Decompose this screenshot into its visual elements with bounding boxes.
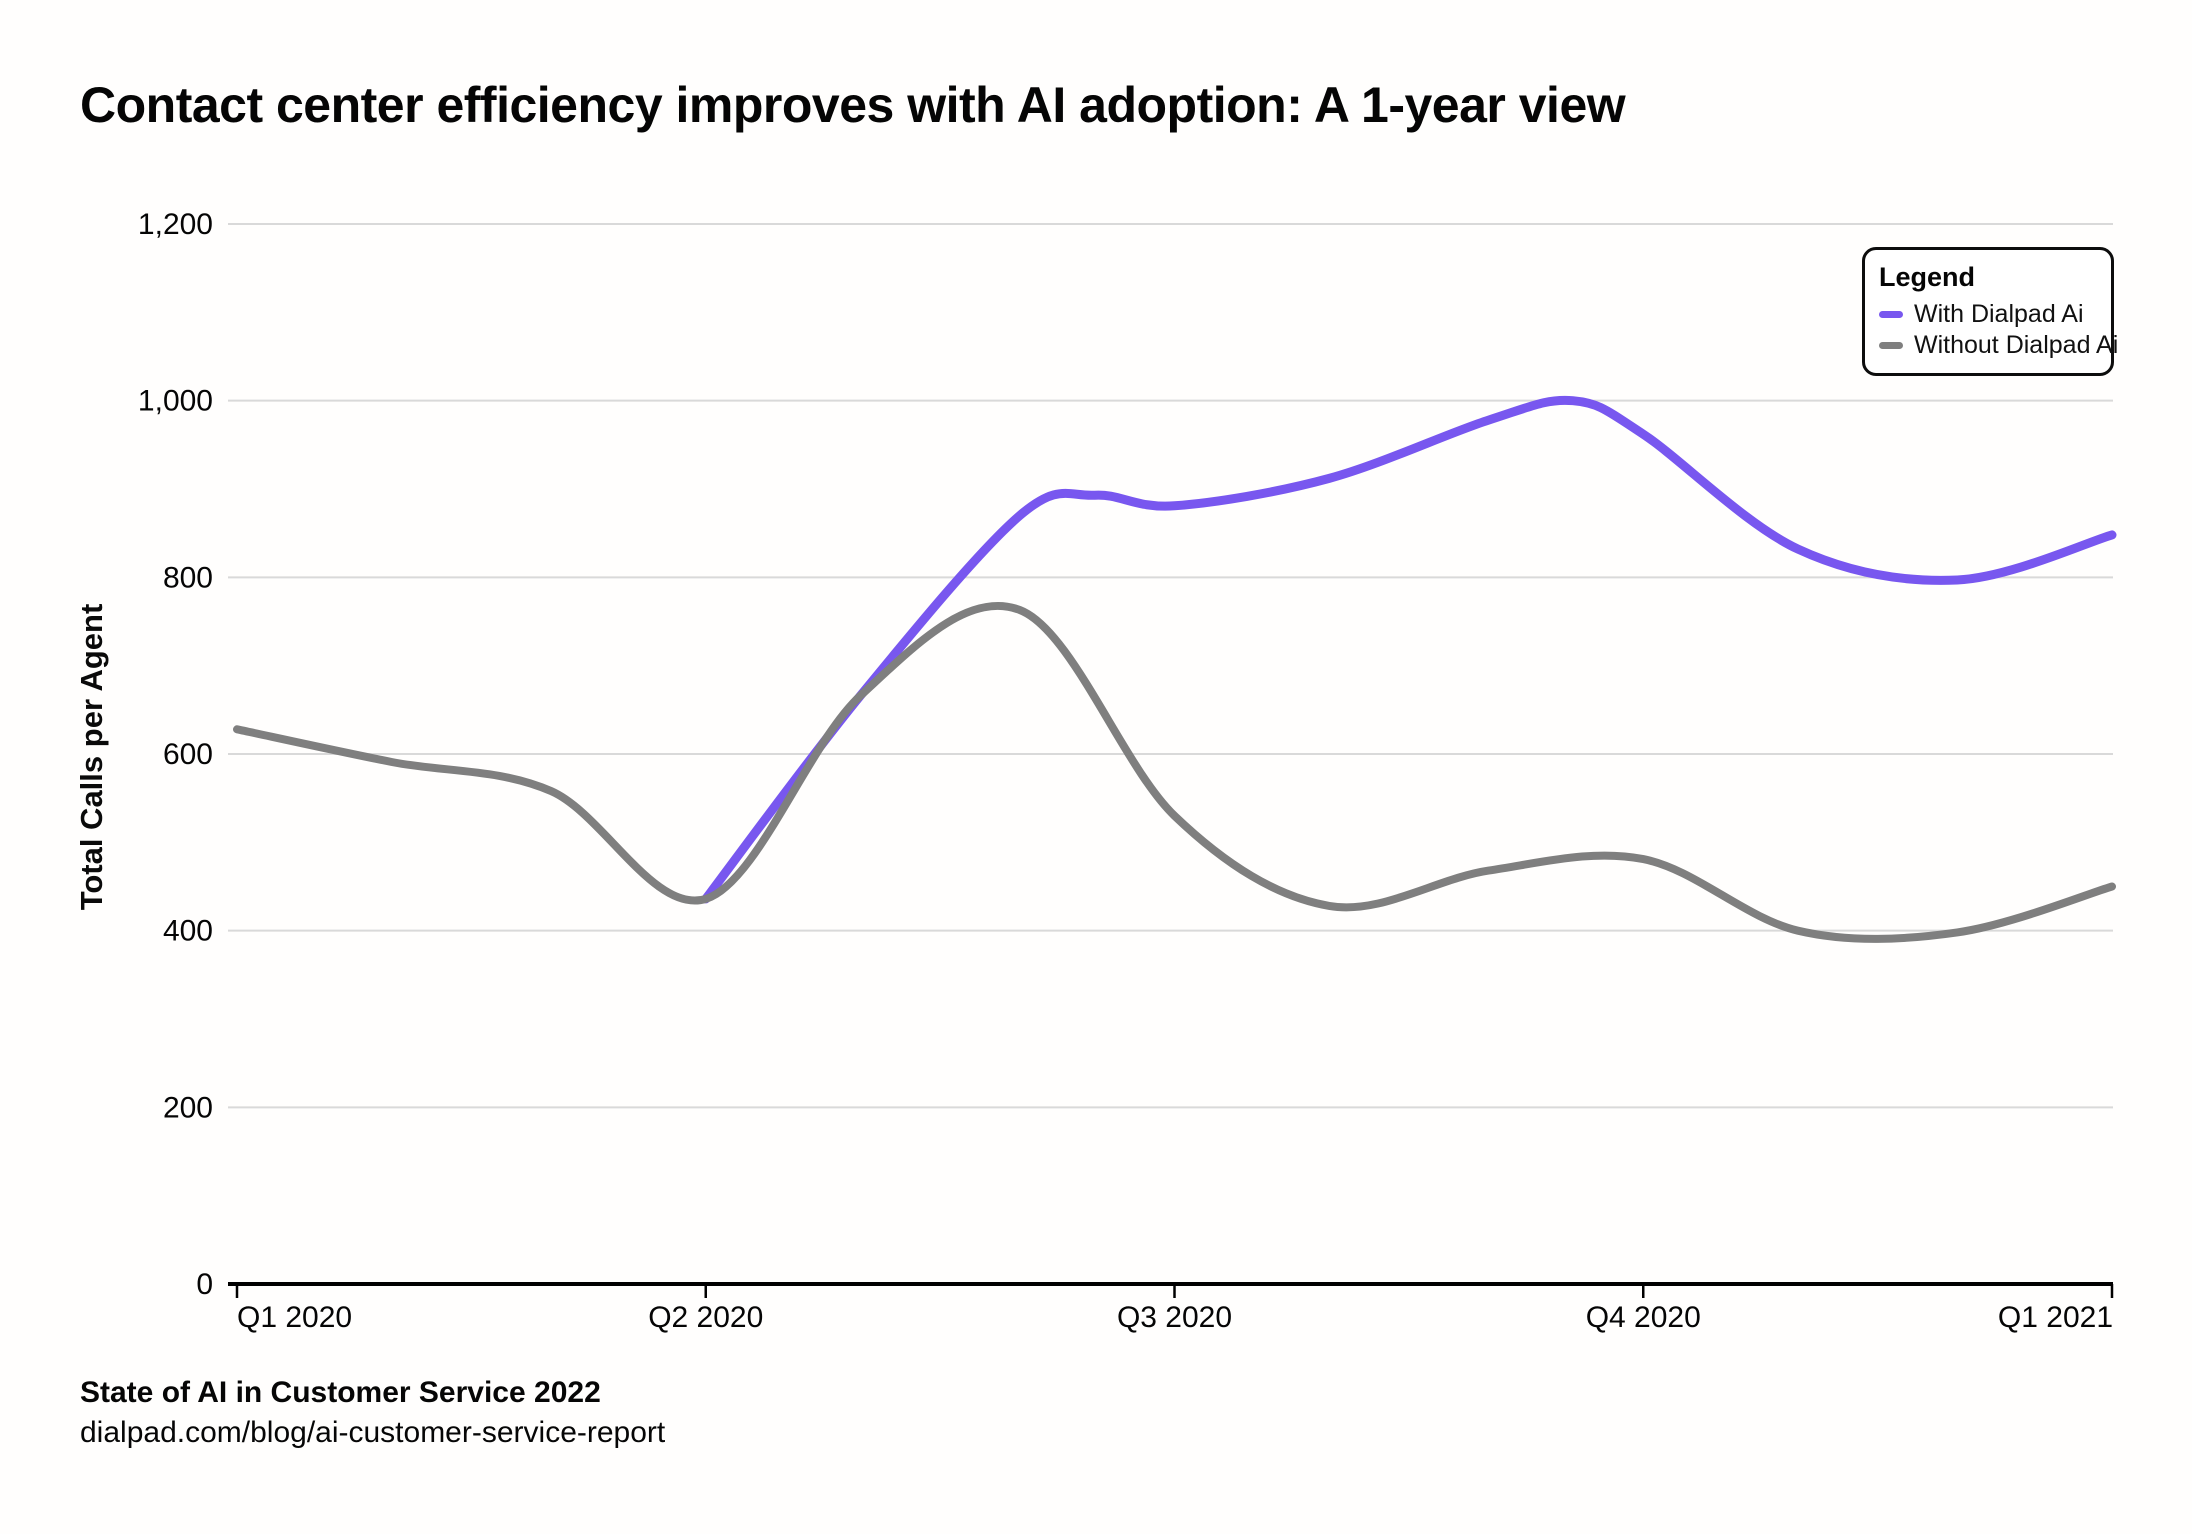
x-tick-label: Q3 2020 bbox=[1117, 1301, 1232, 1334]
legend-item-label: With Dialpad Ai bbox=[1914, 300, 2084, 328]
y-tick-label: 800 bbox=[163, 561, 213, 594]
legend-item: With Dialpad Ai bbox=[1879, 299, 2097, 330]
y-tick-label: 1,000 bbox=[138, 385, 213, 418]
legend-swatch bbox=[1879, 342, 1903, 349]
chart-title: Contact center efficiency improves with … bbox=[80, 77, 1626, 133]
source-note: State of AI in Customer Service 2022 dia… bbox=[80, 1373, 665, 1453]
source-url: dialpad.com/blog/ai-customer-service-rep… bbox=[80, 1415, 666, 1449]
x-tick-label: Q1 2020 bbox=[237, 1301, 352, 1334]
y-tick-label: 400 bbox=[163, 915, 213, 948]
y-tick-label: 200 bbox=[163, 1091, 213, 1124]
legend: Legend With Dialpad Ai Without Dialpad Ai bbox=[1862, 247, 2118, 376]
x-tick-labels: Q1 2020 Q2 2020 Q3 2020 Q4 2020 Q1 2021 bbox=[237, 1301, 2113, 1334]
series-line-with-dialpad-ai bbox=[701, 395, 2117, 904]
series-lines bbox=[233, 395, 2117, 943]
gridlines bbox=[228, 223, 2113, 1109]
legend-item-label: Without Dialpad Ai bbox=[1914, 331, 2119, 359]
x-axis bbox=[228, 1282, 2114, 1298]
y-tick-label: 600 bbox=[163, 738, 213, 771]
x-tick-label: Q4 2020 bbox=[1586, 1301, 1701, 1334]
y-tick-label: 1,200 bbox=[138, 208, 213, 241]
y-tick-labels: 0 200 400 600 800 1,000 1,200 bbox=[138, 208, 213, 1301]
legend-title: Legend bbox=[1879, 262, 1976, 292]
series-line-without-dialpad-ai bbox=[233, 601, 2116, 943]
x-tick-label: Q2 2020 bbox=[648, 1301, 763, 1334]
legend-item: Without Dialpad Ai bbox=[1879, 330, 2118, 361]
y-tick-label: 0 bbox=[196, 1268, 213, 1301]
x-tick-label: Q1 2021 bbox=[1998, 1301, 2113, 1334]
legend-swatch bbox=[1879, 311, 1903, 318]
source-title: State of AI in Customer Service 2022 bbox=[80, 1376, 601, 1409]
legend-items: With Dialpad Ai Without Dialpad Ai bbox=[1879, 299, 2118, 361]
